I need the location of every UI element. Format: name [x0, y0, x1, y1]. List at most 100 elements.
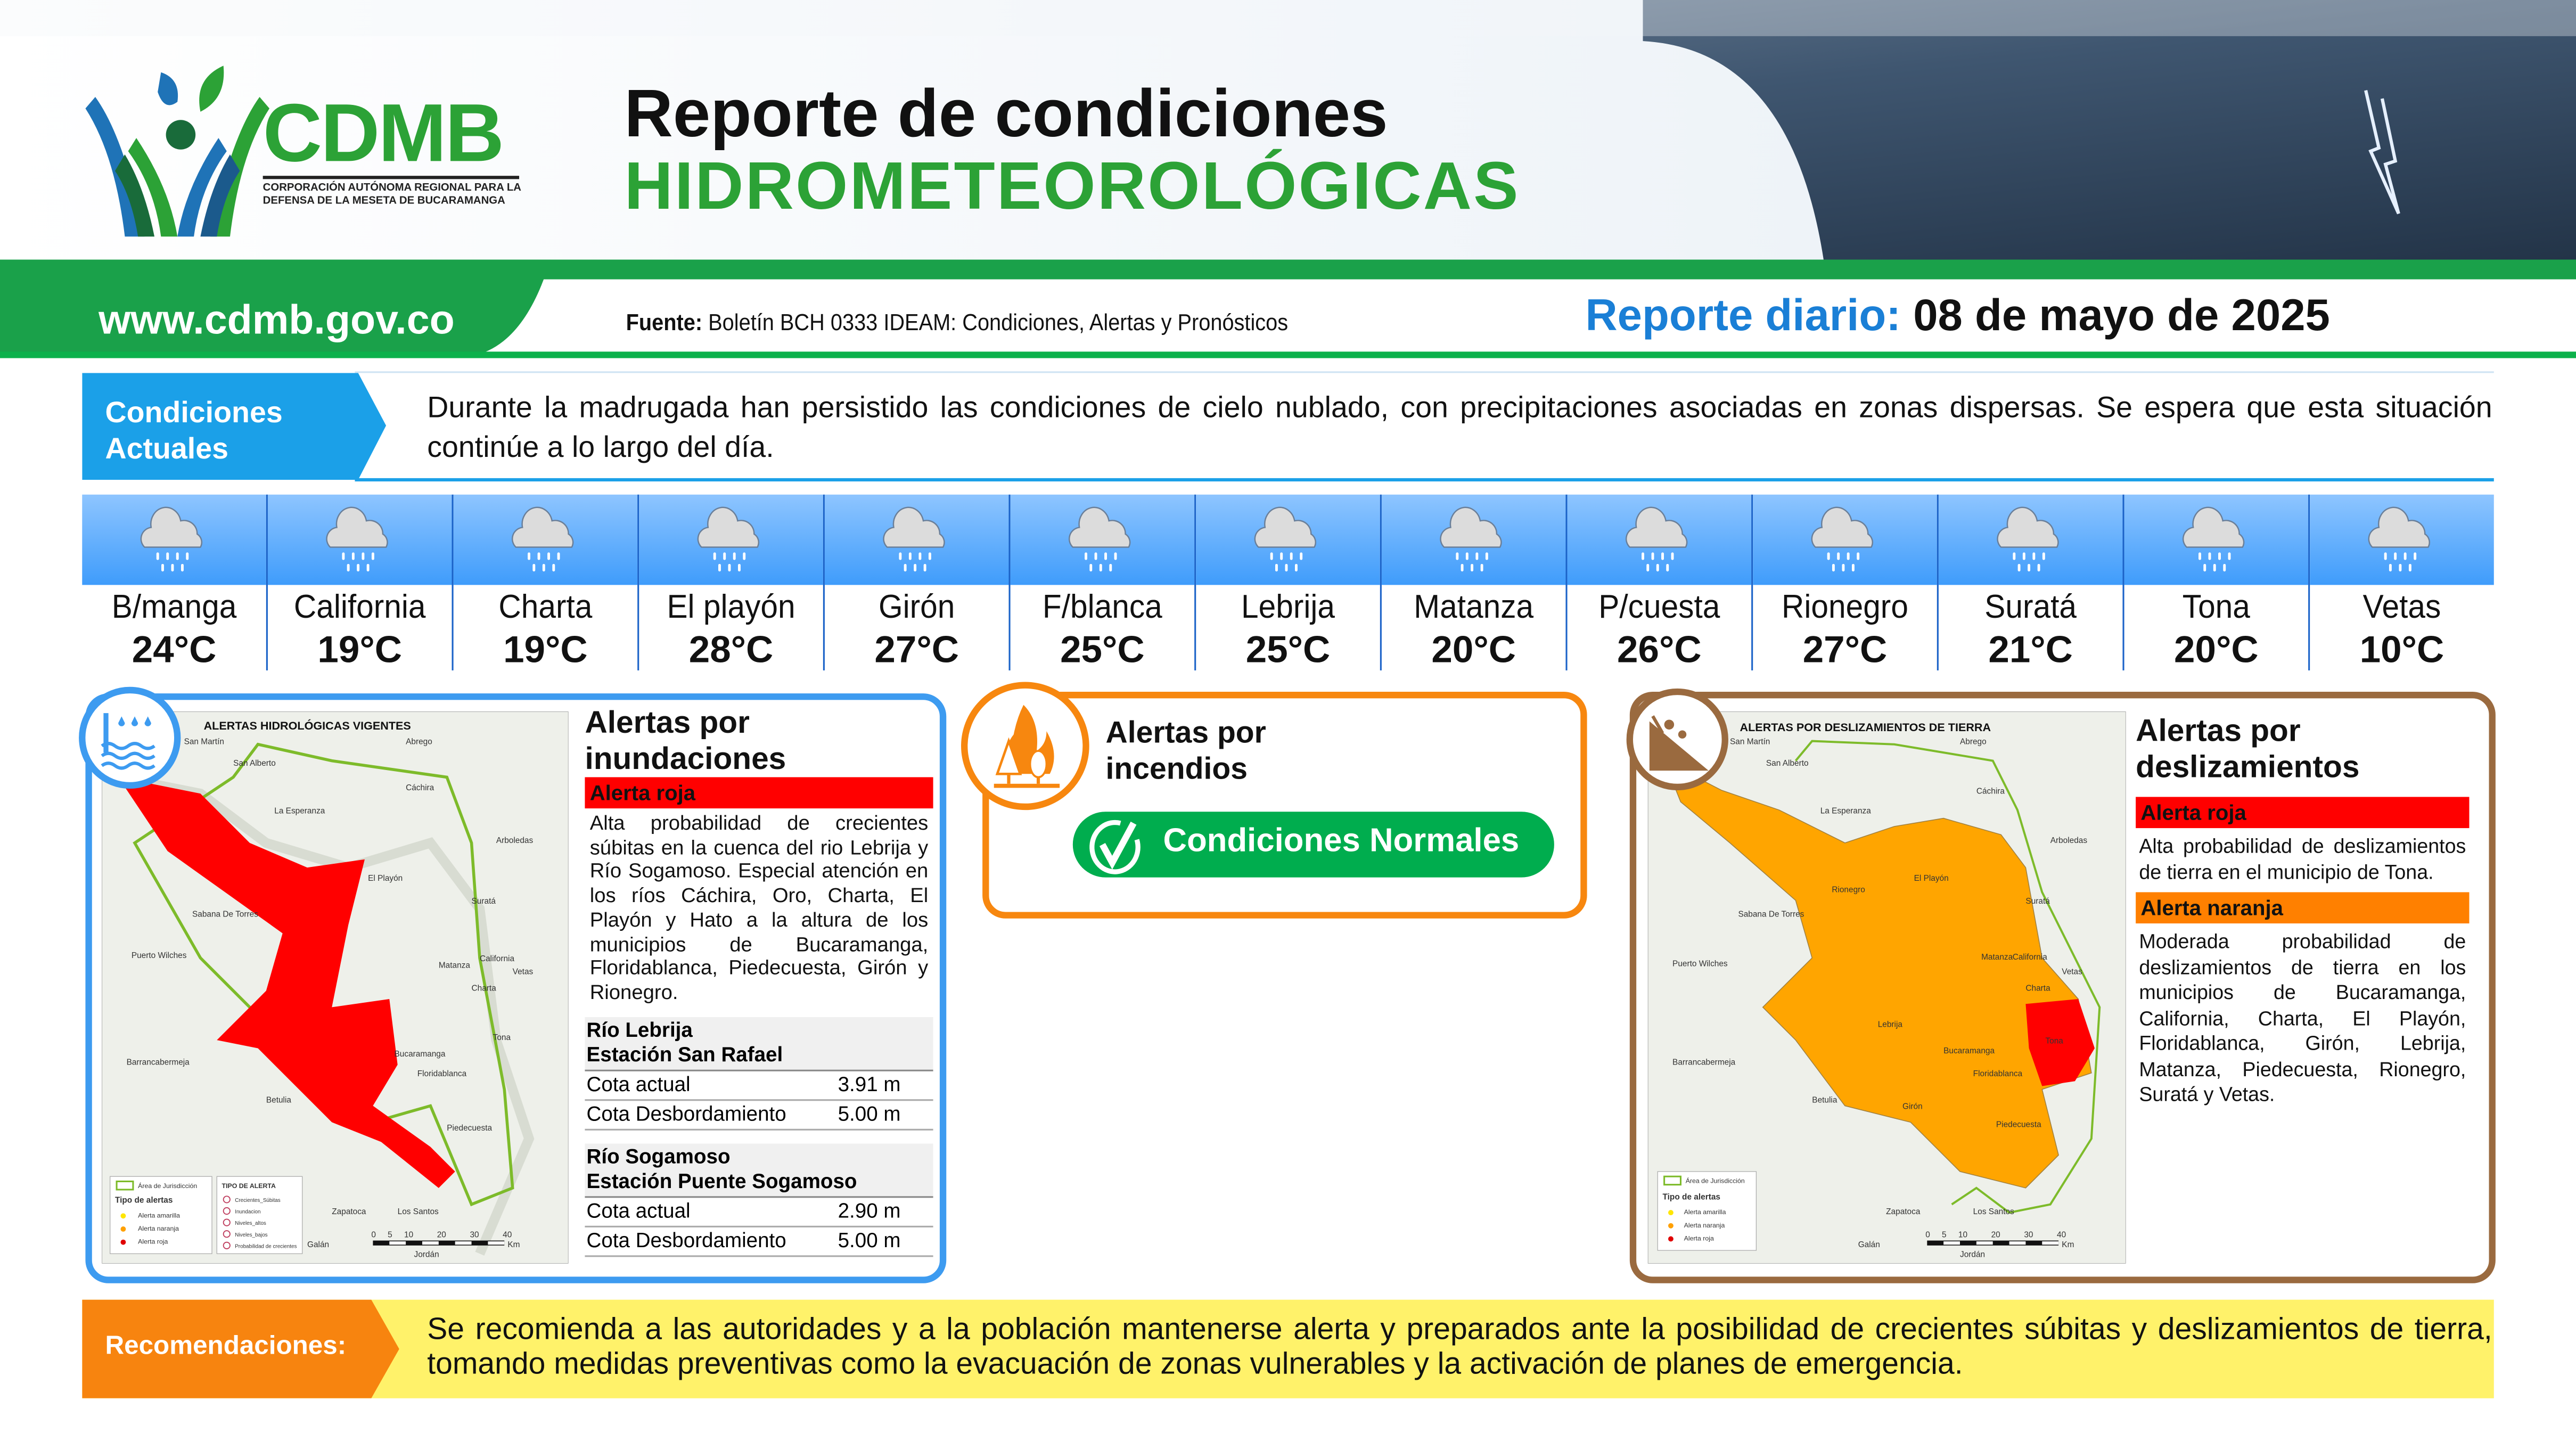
map-place-label: Cáchira — [406, 783, 434, 792]
website-bar — [0, 259, 2576, 358]
station-name: Estación San Rafael — [586, 1043, 783, 1066]
scale-label: Km — [2062, 1240, 2074, 1249]
scale-label: 5 — [1942, 1230, 1947, 1239]
station-row: Cota actual 3.91 m — [585, 1071, 933, 1101]
weather-temp: 27°C — [1802, 627, 1888, 670]
station-row-value: 5.00 m — [838, 1228, 901, 1251]
alert-type-icon — [223, 1241, 231, 1249]
alert-type-icon — [223, 1207, 231, 1215]
weather-temp: 27°C — [874, 627, 959, 670]
alert-type-label: Niveles_bajos — [235, 1232, 267, 1238]
map-place-label: Sabana De Torres — [1738, 910, 1804, 919]
weather-temp: 19°C — [503, 627, 588, 670]
weather-icon-area — [824, 494, 1009, 585]
weather-item: Lebrija 25°C — [1194, 494, 1380, 670]
station-table: Río Lebrija Estación San Rafael Cota actua… — [585, 1016, 933, 1130]
rain-cloud-icon — [1811, 506, 1873, 571]
conditions-label-line1: Condiciones — [105, 396, 283, 429]
landslide-map-title: ALERTAS POR DESLIZAMIENTOS DE TIERRA — [1740, 721, 1991, 734]
station-header: Río Lebrija Estación San Rafael — [585, 1016, 933, 1071]
map-place-label: California — [480, 954, 515, 963]
station-row-label: Cota Desbordamiento — [586, 1228, 786, 1251]
map-place-label: Girón — [1902, 1102, 1923, 1111]
weather-icon-area — [2310, 494, 2494, 585]
rain-cloud-icon — [1254, 506, 1316, 571]
weather-city: Tona — [2182, 590, 2250, 626]
landslide-alerts-content: Alertas por deslizamientos Alerta roja Alt… — [2136, 715, 2470, 1115]
landslide-title-line2: deslizamientos — [2136, 751, 2360, 785]
rain-cloud-icon — [1068, 506, 1131, 571]
rain-cloud-icon — [1440, 506, 1502, 571]
map-place-label: Puerto Wilches — [1672, 959, 1728, 968]
weather-icon-area — [2124, 494, 2309, 585]
weather-icon-area — [1010, 494, 1195, 585]
map-place-label: San Martín — [1730, 738, 1770, 747]
source-text: Fuente: Boletín BCH 0333 IDEAM: Condicio… — [626, 309, 1289, 335]
alert-type-label: Inundacion — [235, 1209, 260, 1215]
flood-alert-text: Alta probabilidad de crecientes súbitas … — [589, 812, 929, 1004]
scale-label: Km — [507, 1240, 520, 1249]
landslide-title: Alertas por deslizamientos — [2136, 715, 2469, 787]
weather-city: B/manga — [111, 590, 237, 626]
rain-cloud-icon — [1625, 506, 1688, 571]
station-row: Cota Desbordamiento 5.00 m — [585, 1100, 933, 1130]
station-row-label: Cota Desbordamiento — [586, 1102, 786, 1125]
map-place-label: Piedecuesta — [447, 1124, 492, 1133]
weather-icon-area — [1753, 494, 1937, 585]
map-place-label: Cáchira — [1976, 787, 2005, 796]
weather-item: El playón 28°C — [637, 494, 823, 670]
weather-item: Matanza 20°C — [1380, 494, 1566, 670]
weather-temp: 26°C — [1617, 627, 1702, 670]
landslide-alert: Alerta naranja Moderada probabilidad de d… — [2136, 892, 2470, 1115]
map-place-label: Lebrija — [1878, 1020, 1903, 1029]
map-place-label: Abrego — [406, 738, 432, 747]
fire-status-text: Condiciones Normales — [1163, 823, 1520, 859]
map-place-label: Los Santos — [1973, 1207, 2014, 1216]
weather-city: Girón — [879, 590, 955, 626]
station-row-label: Cota actual — [586, 1199, 691, 1222]
map-place-label: Arboledas — [496, 836, 534, 845]
rain-cloud-icon — [697, 506, 759, 571]
map-place-label: La Esperanza — [1820, 806, 1872, 815]
recommendations-label: Recomendaciones: — [105, 1332, 347, 1361]
landslide-alert-text: Alta probabilidad de deslizamientos de t… — [2139, 834, 2466, 883]
weather-item: Suratá 21°C — [1937, 494, 2123, 670]
landslide-alert-label: Alerta naranja — [2136, 892, 2470, 924]
weather-temp: 25°C — [1245, 627, 1331, 670]
alert-type-icon — [223, 1230, 231, 1238]
weather-temp: 20°C — [1431, 627, 1516, 670]
weather-city: F/blanca — [1042, 590, 1162, 626]
alert-type-icon — [223, 1196, 231, 1204]
weather-icon-area — [453, 494, 638, 585]
map-place-label: Piedecuesta — [1996, 1120, 2041, 1129]
type-legend-title: TIPO DE ALERTA — [222, 1182, 276, 1190]
weather-temp: 25°C — [1060, 627, 1145, 670]
alert-type-icon — [223, 1218, 231, 1226]
map-place-label: Bucaramanga — [1943, 1046, 1995, 1055]
weather-city: Rionegro — [1782, 590, 1908, 626]
weather-icon-area — [1567, 494, 1752, 585]
scale-label: 20 — [1991, 1230, 2000, 1239]
legend-area: Área de Jurisdicción — [138, 1182, 197, 1190]
recommendations-label-badge — [82, 1299, 399, 1398]
map-place-label: San Martín — [184, 738, 224, 747]
website-link[interactable]: www.cdmb.gov.co — [99, 297, 455, 343]
weather-icon-area — [267, 494, 452, 585]
map-place-label: Barrancabermeja — [1672, 1058, 1736, 1067]
weather-item: Tona 20°C — [2122, 494, 2309, 670]
legend-title: Tipo de alertas — [115, 1196, 173, 1205]
weather-icon-area — [1196, 494, 1380, 585]
weather-city: Vetas — [2362, 590, 2441, 626]
rain-cloud-icon — [512, 506, 574, 571]
flood-title-line2: inundaciones — [585, 742, 786, 777]
weather-icon-area — [1381, 494, 1566, 585]
legend-item: Alerta naranja — [1684, 1222, 1725, 1229]
weather-icon-area — [1938, 494, 2123, 585]
report-label: Reporte diario: — [1585, 291, 1901, 340]
logo-subtitle: CORPORACIÓN AUTÓNOMA REGIONAL PARA LA DE… — [262, 182, 521, 207]
map-place-label: Suratá — [472, 897, 496, 906]
landslide-map: ALERTAS POR DESLIZAMIENTOS DE TIERRA San… — [1647, 711, 2126, 1264]
map-place-label: Matanza — [439, 961, 471, 970]
scale-label: 40 — [2057, 1230, 2066, 1239]
